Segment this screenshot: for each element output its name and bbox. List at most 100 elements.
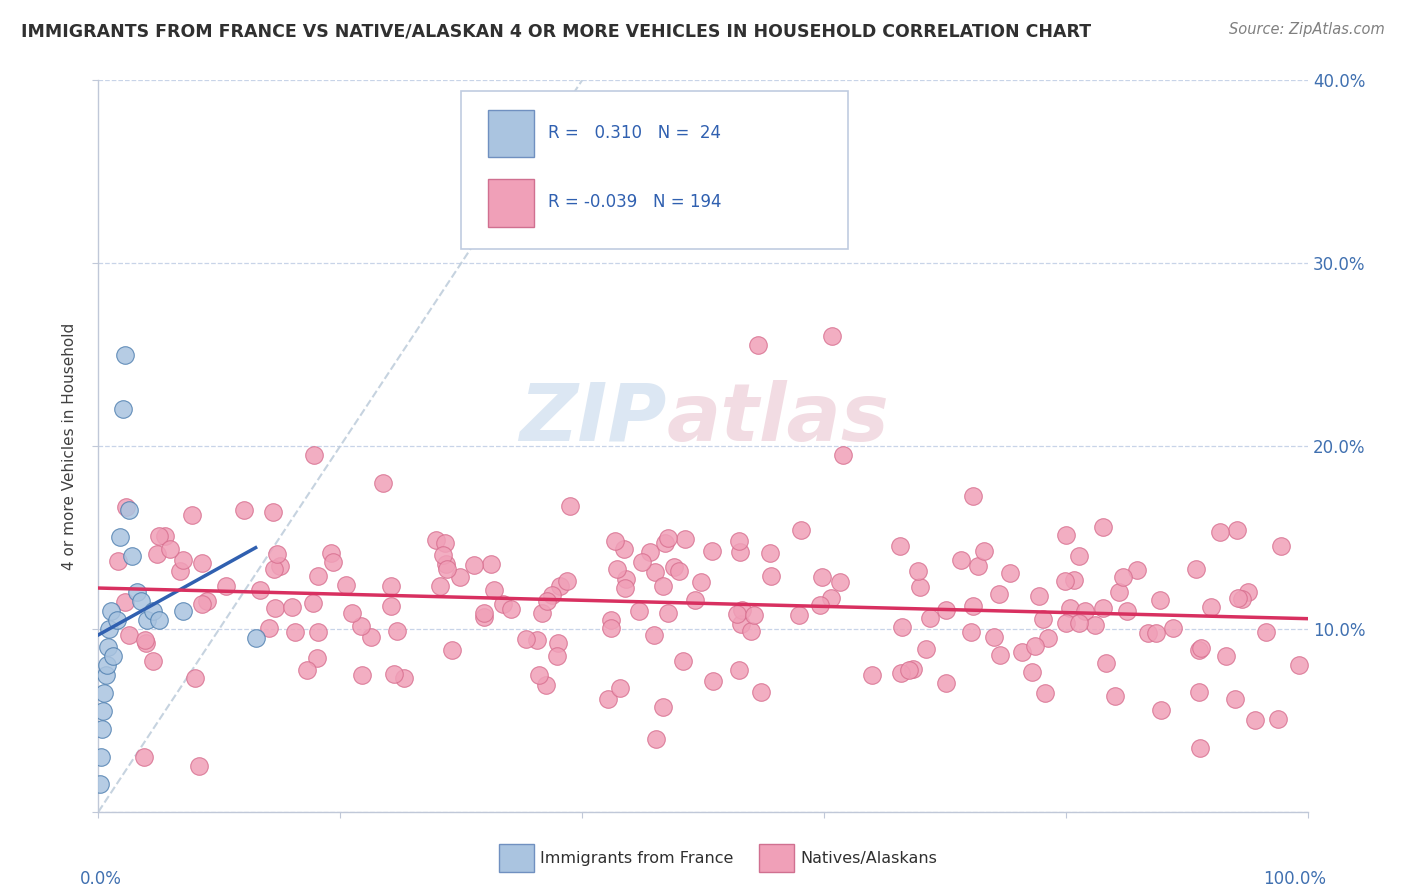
FancyBboxPatch shape [488,110,534,157]
Point [121,549,143,563]
Point [950,553,973,567]
Point [135,613,157,627]
Point [1024,639,1046,653]
Point [249,583,271,598]
Point [108,530,131,544]
Point [114,347,136,362]
Point [1188,642,1211,657]
Point [662,560,685,574]
Point [555,574,578,589]
Point [269,559,291,574]
Point [1237,584,1260,599]
Point [440,643,463,657]
Point [1188,740,1211,755]
Point [232,503,254,517]
Point [889,539,911,553]
Point [105,613,128,627]
Point [148,529,170,543]
Point [1189,640,1212,655]
Point [740,624,762,638]
Point [263,562,285,576]
Point [305,650,328,665]
Point [1126,564,1149,578]
Point [1067,615,1090,630]
Point [111,402,134,417]
Point [90,749,112,764]
Point [1144,625,1167,640]
Point [808,598,831,612]
Point [98,622,121,636]
Text: IMMIGRANTS FROM FRANCE VS NATIVE/ALASKAN 4 OR MORE VEHICLES IN HOUSEHOLD CORRELA: IMMIGRANTS FROM FRANCE VS NATIVE/ALASKAN… [21,22,1091,40]
Point [645,731,668,746]
Point [262,505,284,519]
Point [1116,604,1139,618]
Point [142,603,165,617]
Point [903,662,925,676]
Point [382,666,405,681]
Point [1108,585,1130,599]
Point [1035,686,1057,700]
Point [747,338,769,352]
Point [548,579,571,593]
Point [599,613,621,627]
Point [546,648,568,663]
Point [560,499,582,513]
Point [127,585,149,599]
Point [1112,570,1135,584]
Point [190,597,212,611]
Point [181,508,204,523]
Point [1032,612,1054,626]
Point [301,596,323,610]
Point [668,564,690,578]
Point [599,621,621,635]
Point [613,542,636,557]
Point [284,625,307,640]
Point [730,617,752,632]
Point [890,666,912,681]
Point [811,570,834,584]
Point [245,631,267,645]
Point [1267,713,1289,727]
Point [751,685,773,699]
Point [91,723,114,737]
Text: Source: ZipAtlas.com: Source: ZipAtlas.com [1229,22,1385,37]
Point [515,632,537,647]
Point [257,621,280,635]
Point [1226,523,1249,537]
Point [135,636,157,650]
Point [172,603,194,617]
Point [159,541,181,556]
Point [973,544,995,558]
Point [1199,599,1222,614]
Point [959,624,981,639]
Point [962,489,984,503]
Point [530,606,553,620]
Point [184,671,207,685]
Point [914,642,936,657]
Point [153,529,176,543]
Point [651,578,673,592]
Point [142,654,165,668]
Point [463,558,485,572]
Text: 0.0%: 0.0% [80,871,122,888]
Point [536,678,558,692]
Point [683,593,706,607]
Point [988,648,1011,662]
Point [1230,592,1253,607]
Point [118,628,141,642]
Point [1021,665,1043,679]
Text: Immigrants from France: Immigrants from France [540,851,734,865]
Point [790,523,813,537]
Point [1185,562,1208,576]
Point [935,675,957,690]
Point [349,619,371,633]
Point [787,607,810,622]
Point [609,681,631,695]
Point [1243,714,1265,728]
Point [1223,691,1246,706]
Point [860,668,883,682]
Point [935,603,957,617]
Point [96,658,118,673]
Point [429,579,451,593]
Point [728,663,751,677]
